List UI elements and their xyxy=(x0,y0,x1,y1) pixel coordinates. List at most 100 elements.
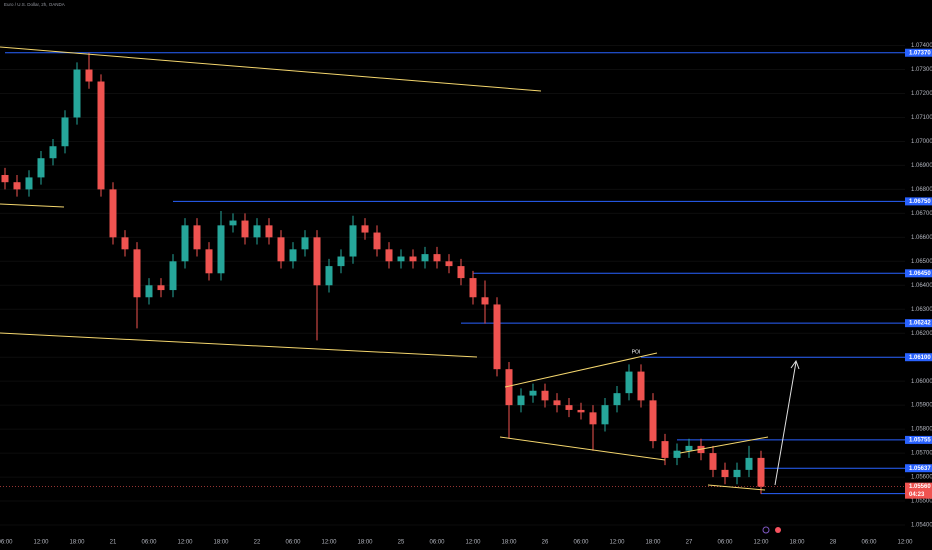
trendlines xyxy=(0,46,769,491)
candle-body xyxy=(337,256,345,267)
y-tick-label: 1.07000 xyxy=(911,139,932,145)
candle-body xyxy=(145,285,153,298)
x-tick-label: 12:00 xyxy=(33,540,49,546)
candle-body xyxy=(325,266,333,286)
arrow-shaft xyxy=(774,361,797,486)
candle-body xyxy=(409,256,417,262)
candle-body xyxy=(565,405,573,410)
x-tick-label: 21 xyxy=(110,540,117,546)
level-tag xyxy=(905,269,932,278)
y-tick-label: 1.05600 xyxy=(911,475,932,481)
candle-body xyxy=(97,81,105,190)
x-tick-label: 06:00 xyxy=(861,540,877,546)
y-tick-label: 1.06200 xyxy=(911,331,932,337)
x-tick-label: 06:00 xyxy=(0,540,13,546)
x-tick-label: 26 xyxy=(542,540,549,546)
x-tick-label: 06:00 xyxy=(429,540,445,546)
level-label: 1.07370 xyxy=(909,50,931,56)
x-tick-label: 18:00 xyxy=(213,540,229,546)
candle-body xyxy=(649,400,657,442)
x-tick-label: 12:00 xyxy=(177,540,193,546)
candle-body xyxy=(205,249,213,274)
candle-body xyxy=(373,232,381,250)
trendline xyxy=(504,352,658,388)
countdown: 04:23 xyxy=(909,492,925,498)
y-tick-label: 1.06000 xyxy=(911,379,932,385)
axis: 1.05400 1.05500 1.05600 1.05700 1.05800 1.059… xyxy=(0,43,932,546)
level-tag xyxy=(905,435,932,444)
level-label: 1.06450 xyxy=(909,271,931,277)
trendline xyxy=(707,484,766,491)
candle-body xyxy=(133,249,141,298)
candle-body xyxy=(637,371,645,401)
last-price-label: 1.05560 xyxy=(909,484,931,490)
y-tick-label: 1.05500 xyxy=(911,499,932,505)
x-tick-label: 06:00 xyxy=(141,540,157,546)
last-price-tag xyxy=(905,482,932,499)
y-tick-label: 1.07200 xyxy=(911,91,932,97)
x-tick-label: 18:00 xyxy=(789,540,805,546)
x-tick-label: 18:00 xyxy=(645,540,661,546)
y-tick-label: 1.06900 xyxy=(911,163,932,169)
y-tick-label: 1.06800 xyxy=(911,187,932,193)
grid xyxy=(0,45,905,526)
candle-body xyxy=(301,237,309,250)
candle-body xyxy=(37,158,45,178)
candle-body xyxy=(277,237,285,262)
candle-body xyxy=(613,393,621,406)
x-tick-label: 27 xyxy=(686,540,693,546)
candle-body xyxy=(721,469,729,478)
y-tick-label: 1.07400 xyxy=(911,43,932,49)
y-tick-label: 1.06300 xyxy=(911,307,932,313)
candle-body xyxy=(181,225,189,262)
candle-body xyxy=(601,405,609,425)
candle-body xyxy=(253,225,261,238)
x-tick-label: 28 xyxy=(830,540,837,546)
trendline xyxy=(0,46,542,92)
x-tick-label: 25 xyxy=(398,540,405,546)
candle-body xyxy=(217,225,225,274)
level-label: 1.06100 xyxy=(909,355,931,361)
candle-body xyxy=(733,469,741,478)
x-tick-label: 22 xyxy=(254,540,261,546)
level-tag xyxy=(905,464,932,473)
x-tick-label: 06:00 xyxy=(717,540,733,546)
y-tick-label: 1.07300 xyxy=(911,67,932,73)
price-axis xyxy=(905,0,932,535)
level-label: 1.05755 xyxy=(909,437,931,443)
candle-body xyxy=(313,237,321,286)
level-label: 1.05637 xyxy=(909,466,931,472)
candle-body xyxy=(73,69,81,118)
candle-body xyxy=(397,256,405,262)
level-tag xyxy=(905,197,932,206)
candle-body xyxy=(469,278,477,298)
candle-body xyxy=(673,450,681,458)
trendline xyxy=(0,332,478,358)
candle-body xyxy=(445,261,453,267)
level-tag xyxy=(905,319,932,328)
candle-body xyxy=(1,175,9,183)
candle-body xyxy=(457,266,465,279)
candle-body xyxy=(529,390,537,396)
candle-body xyxy=(85,69,93,82)
candle-body xyxy=(553,400,561,406)
x-tick-label: 12:00 xyxy=(465,540,481,546)
candle-body xyxy=(385,249,393,262)
level-label: 1.06750 xyxy=(909,199,931,205)
x-tick-label: 06:00 xyxy=(285,540,301,546)
y-tick-label: 1.05800 xyxy=(911,427,932,433)
x-tick-label: 18:00 xyxy=(501,540,517,546)
chart-title: Euro / U.S. Dollar, 2h, OANDA xyxy=(4,2,65,7)
candle-body xyxy=(157,285,165,291)
y-tick-label: 1.06500 xyxy=(911,259,932,265)
candle-body xyxy=(745,457,753,470)
candle-body xyxy=(361,225,369,233)
event-icon[interactable] xyxy=(775,527,781,533)
candle-body xyxy=(709,453,717,470)
event-icon[interactable] xyxy=(762,526,770,534)
y-tick-label: 1.05900 xyxy=(911,403,932,409)
y-tick-label: 1.07100 xyxy=(911,115,932,121)
x-tick-label: 12:00 xyxy=(753,540,769,546)
